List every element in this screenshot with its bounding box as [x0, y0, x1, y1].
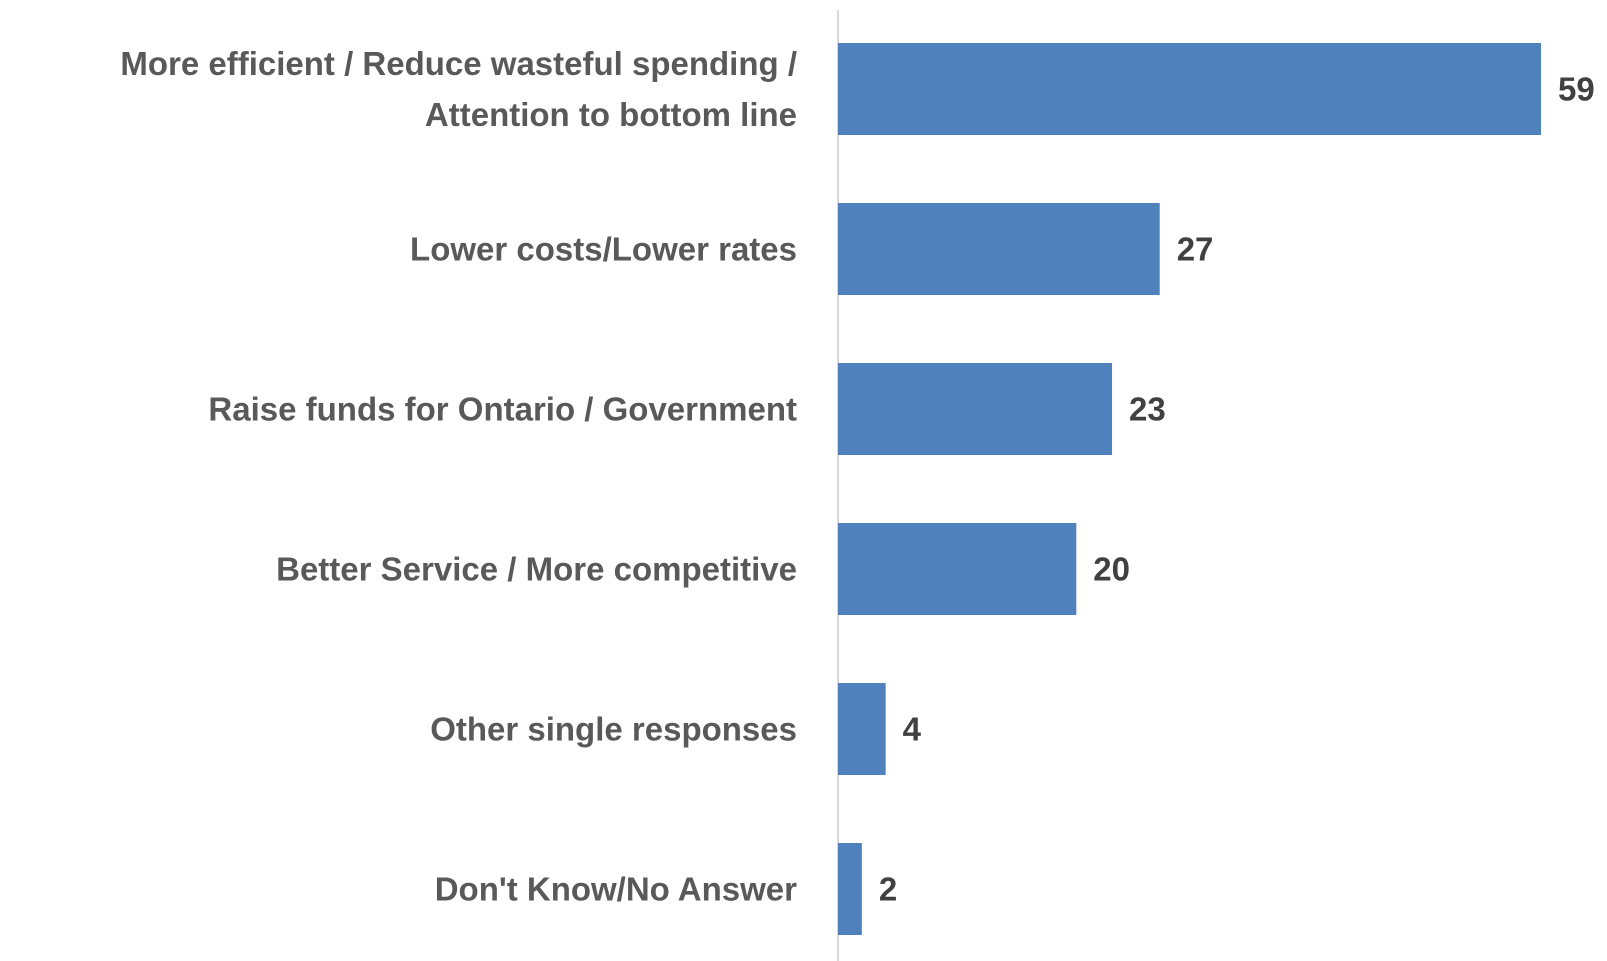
value-label-4: 4 [903, 711, 922, 748]
category-label-1-line-0: Lower costs/Lower rates [410, 231, 797, 268]
category-label-0-line-0: More efficient / Reduce wasteful spendin… [120, 45, 797, 82]
bar-5 [838, 843, 862, 935]
bar-0 [838, 43, 1541, 135]
bar-3 [838, 523, 1077, 615]
value-label-0: 59 [1558, 71, 1595, 108]
value-label-2: 23 [1129, 391, 1166, 428]
value-label-1: 27 [1177, 231, 1214, 268]
category-label-0-line-1: Attention to bottom line [425, 96, 797, 133]
value-label-5: 2 [879, 871, 897, 908]
value-label-3: 20 [1093, 551, 1130, 588]
category-label-5-line-0: Don't Know/No Answer [435, 871, 797, 908]
bar-2 [838, 363, 1113, 455]
category-label-4-line-0: Other single responses [430, 711, 797, 748]
bar-4 [838, 683, 886, 775]
category-label-2-line-0: Raise funds for Ontario / Government [208, 391, 797, 428]
category-label-3-line-0: Better Service / More competitive [276, 551, 797, 588]
bar-1 [838, 203, 1160, 295]
